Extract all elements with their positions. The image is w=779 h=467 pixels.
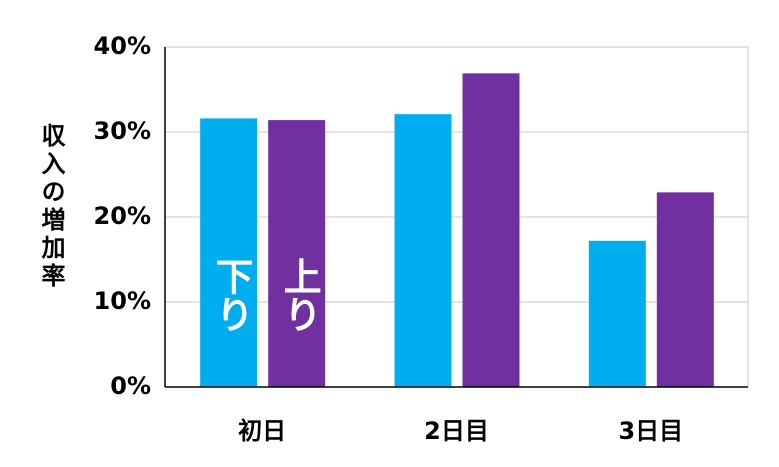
bar [200,118,258,388]
bar [588,240,646,387]
bar [268,120,326,387]
y-tick-label: 30% [94,117,151,145]
x-tick-label: 3日目 [618,417,683,445]
y-tick-label: 20% [94,202,151,230]
x-tick-label: 初日 [238,417,286,445]
y-axis-label: 収入の増加率 [37,123,65,291]
x-tick-label: 2日目 [424,417,489,445]
y-tick-label: 10% [94,287,151,315]
legend-label: 上り [277,257,321,333]
bar [394,114,452,388]
legend-label: 下り [209,257,253,333]
bar [656,192,714,387]
y-tick-label: 40% [94,32,151,60]
bar [462,73,520,387]
y-tick-label: 0% [110,372,151,400]
